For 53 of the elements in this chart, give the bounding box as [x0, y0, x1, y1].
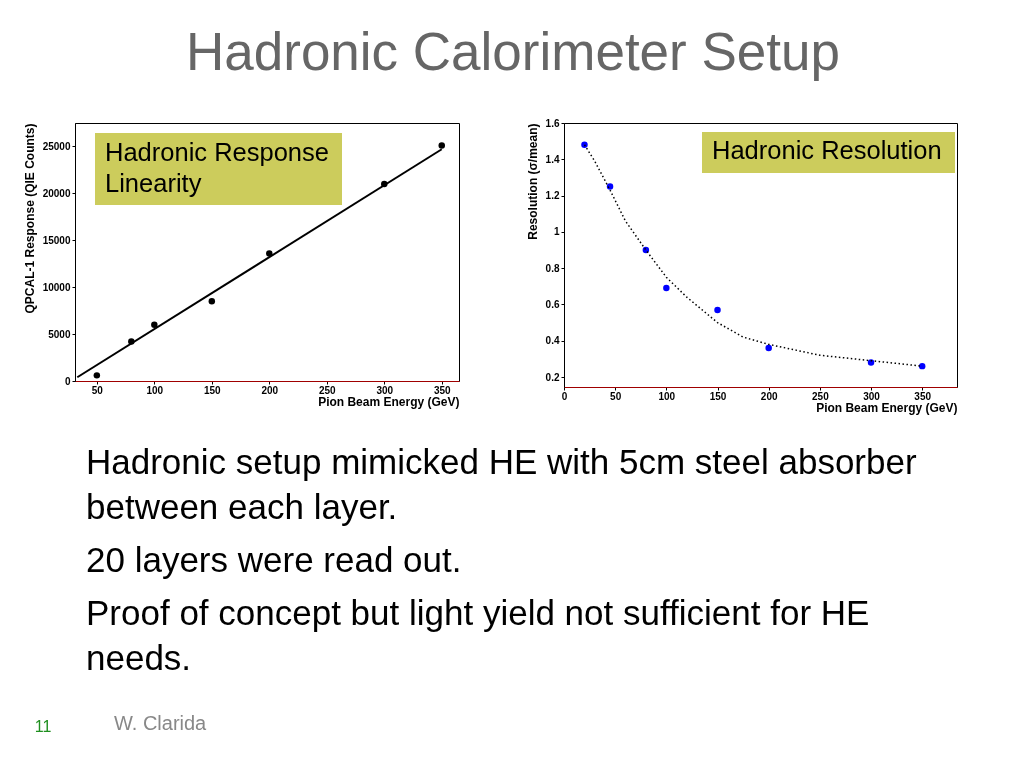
y-tick-label: 0.4: [545, 335, 560, 347]
y-tick-label: 1.6: [545, 117, 560, 129]
x-tick-label: 100: [146, 384, 164, 396]
text: W. Clarida: [114, 712, 208, 734]
y-tick-label: 0.6: [545, 298, 560, 310]
x-tick-label: 50: [610, 390, 622, 402]
x-axis-title: Pion Beam Energy (GeV): [318, 394, 460, 409]
x-tick-label: 150: [709, 390, 727, 402]
point: [208, 298, 216, 305]
text: 11: [34, 718, 52, 735]
point: [714, 306, 721, 314]
x-tick-label: 300: [376, 384, 394, 396]
y-tick-label: 0.2: [545, 371, 560, 383]
x-tick-label: 250: [318, 384, 337, 396]
y-tick-label: 1.4: [545, 153, 560, 165]
y-tick-label: 0.8: [545, 262, 560, 274]
x-tick-label: 50: [91, 384, 104, 396]
y-tick-label: 25000: [42, 140, 71, 152]
annotation: Hadronic Response Linearity: [105, 138, 329, 197]
y-tick-label: 1.2: [545, 190, 560, 202]
x-tick-label: 350: [914, 390, 932, 402]
y-tick-label: 1: [553, 226, 560, 238]
point: [581, 141, 588, 149]
text: 20 layers were read out.: [86, 540, 462, 579]
x-tick-label: 350: [433, 384, 452, 396]
text: Hadronic Calorimeter Setup: [186, 22, 840, 81]
x-tick-label: 200: [760, 390, 778, 402]
y-tick-label: 10000: [42, 281, 71, 293]
y-axis-title: QPCAL-1 Response (QIE Counts): [22, 123, 37, 314]
point: [151, 321, 158, 328]
y-tick-label: 20000: [42, 187, 71, 199]
x-tick-label: 200: [261, 384, 279, 396]
point: [918, 362, 926, 370]
x-tick-label: 250: [812, 390, 830, 402]
point: [93, 372, 101, 379]
y-tick-label: 5000: [48, 328, 71, 340]
text: Proof of concept but light yield not sufficient for HE needs.: [86, 593, 870, 677]
point: [606, 183, 614, 190]
x-tick-label: 100: [658, 390, 676, 402]
y-axis-title: Resolution (σ/mean): [525, 123, 540, 240]
y-tick-label: 15000: [42, 234, 71, 246]
point: [438, 142, 445, 149]
point: [266, 250, 273, 257]
point: [663, 284, 670, 292]
point: [867, 359, 875, 366]
x-axis-title: Pion Beam Energy (GeV): [816, 400, 958, 415]
x-tick-label: 150: [203, 384, 222, 396]
point: [765, 344, 772, 352]
annotation: Hadronic Resolution: [712, 136, 942, 164]
x-tick-label: 0: [561, 390, 568, 402]
x-tick-label: 300: [863, 390, 881, 402]
text: Hadronic setup mimicked HE with 5cm steel absorber between each layer.: [86, 442, 917, 526]
y-tick-label: 0: [64, 375, 71, 387]
